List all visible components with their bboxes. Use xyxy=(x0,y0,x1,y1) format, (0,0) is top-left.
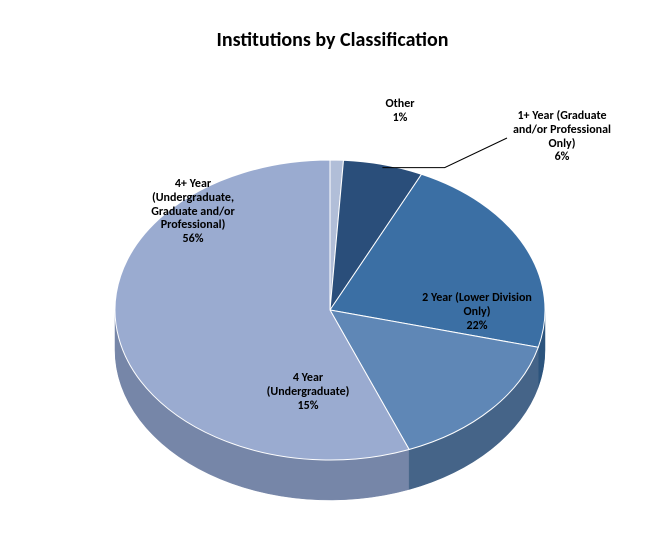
slice-label: 4 Year(Undergraduate)15% xyxy=(267,372,350,413)
pie-chart-container: Institutions by Classification Other1%1+… xyxy=(0,0,665,552)
pie-chart-svg xyxy=(0,0,665,552)
slice-label: Other1% xyxy=(385,98,414,126)
slice-label: 1+ Year (Graduateand/or ProfessionalOnly… xyxy=(513,110,611,165)
slice-label: 2 Year (Lower DivisionOnly)22% xyxy=(422,292,532,333)
slice-label: 4+ Year(Undergraduate,Graduate and/orPro… xyxy=(151,178,234,247)
